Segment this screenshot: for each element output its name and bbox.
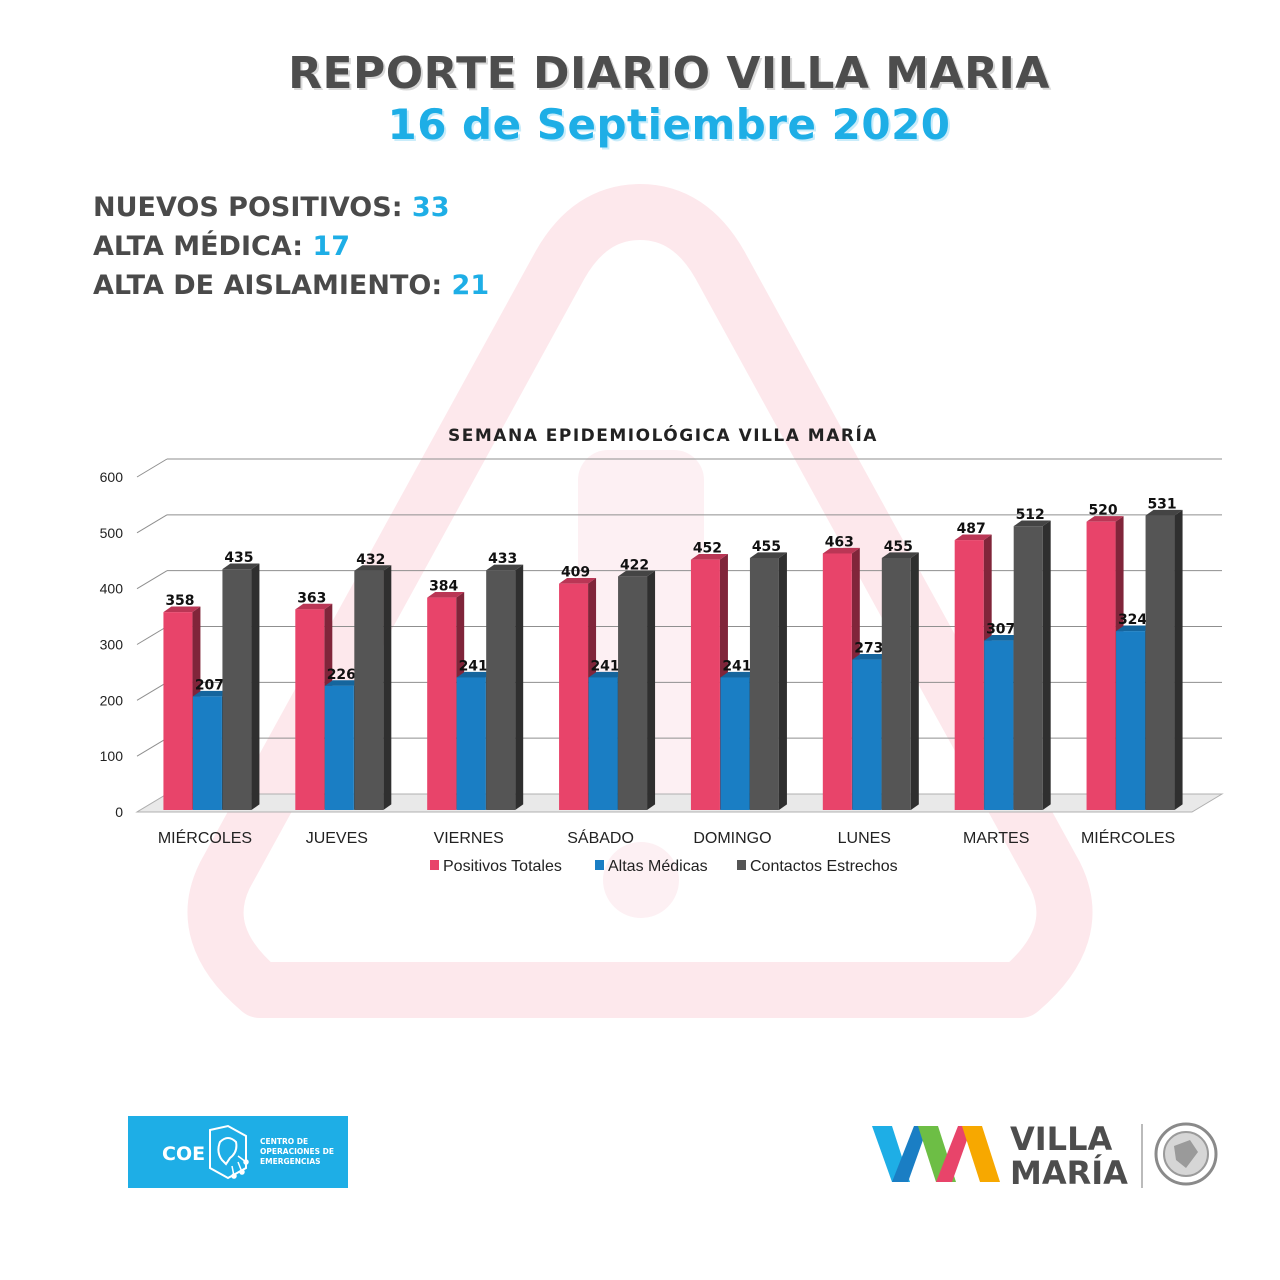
- data-label: 324: [1118, 612, 1147, 628]
- data-label: 463: [825, 534, 854, 550]
- y-tick-label: 300: [100, 637, 124, 653]
- city-logo-line: MARÍA: [1010, 1154, 1128, 1192]
- gridline-depth: [136, 458, 168, 478]
- y-tick-label: 100: [100, 748, 124, 764]
- legend-label: Altas Médicas: [608, 858, 708, 875]
- bar: [1145, 509, 1183, 810]
- x-tick-label: VIERNES: [434, 830, 504, 847]
- legend-label: Positivos Totales: [443, 858, 562, 875]
- x-tick-label: DOMINGO: [693, 830, 771, 847]
- data-label: 207: [195, 677, 224, 693]
- data-label: 409: [561, 565, 590, 581]
- stat-value: 21: [451, 270, 490, 301]
- bar: [354, 565, 392, 810]
- y-tick-label: 600: [100, 469, 124, 485]
- x-tick-label: LUNES: [838, 830, 891, 847]
- gridline-depth: [136, 626, 168, 645]
- data-label: 384: [429, 579, 458, 595]
- data-label: 432: [356, 552, 385, 568]
- legend-swatch: [595, 860, 604, 870]
- data-label: 520: [1088, 503, 1117, 519]
- data-label: 455: [752, 539, 781, 555]
- x-tick-label: MIÉRCOLES: [1081, 828, 1175, 847]
- x-tick-label: JUEVES: [306, 830, 368, 847]
- data-label: 273: [854, 641, 883, 657]
- data-label: 241: [590, 658, 619, 674]
- stat-label: ALTA DE AISLAMIENTO:: [93, 270, 443, 301]
- data-label: 487: [957, 521, 986, 537]
- report-date: 16 de Septiembre 2020: [387, 100, 951, 149]
- bar: [618, 570, 656, 810]
- villa-maria-logo: VILLA MARÍA: [872, 1120, 1218, 1192]
- stat-label: NUEVOS POSITIVOS:: [93, 192, 403, 223]
- gridline-depth: [136, 681, 168, 701]
- y-tick-label: 0: [115, 804, 123, 820]
- coe-logo: COE CENTRO DE OPERACIONES DE EMERGENCIAS: [128, 1116, 348, 1188]
- data-label: 241: [722, 658, 751, 674]
- svg-text:VILLA MARÍA: VILLA MARÍA: [1010, 1120, 1128, 1192]
- data-label: 422: [620, 557, 649, 573]
- stat-isolation-discharge: ALTA DE AISLAMIENTO: 21: [93, 266, 489, 305]
- bar: [1013, 520, 1051, 810]
- data-label: 226: [327, 667, 356, 683]
- x-tick-label: SÁBADO: [567, 828, 634, 847]
- bar: [749, 552, 787, 810]
- gridline-depth: [136, 570, 168, 590]
- coe-subtitle-line: EMERGENCIAS: [260, 1157, 321, 1166]
- x-tick-label: MIÉRCOLES: [158, 828, 252, 847]
- stat-label: ALTA MÉDICA:: [93, 231, 304, 262]
- legend-swatch: [430, 860, 439, 870]
- y-tick-label: 400: [100, 581, 124, 597]
- chart-title: SEMANA EPIDEMIOLÓGICA VILLA MARÍA: [448, 424, 878, 446]
- data-label: 307: [986, 622, 1015, 638]
- bar: [427, 592, 465, 810]
- report-title: REPORTE DIARIO VILLA MARIA: [288, 48, 1050, 99]
- data-label: 531: [1147, 497, 1176, 513]
- data-label: 241: [459, 658, 488, 674]
- gridline-depth: [136, 514, 168, 534]
- data-label: 358: [165, 593, 194, 609]
- stats-summary: NUEVOS POSITIVOS: 33 ALTA MÉDICA: 17 ALT…: [93, 188, 489, 305]
- stat-value: 33: [411, 192, 450, 223]
- data-label: 512: [1016, 507, 1045, 523]
- legend-swatch: [737, 860, 746, 870]
- y-tick-label: 200: [100, 692, 124, 708]
- coe-logo-text: COE: [162, 1143, 205, 1165]
- data-label: 363: [297, 590, 326, 606]
- gridline-depth: [136, 737, 168, 757]
- data-label: 455: [884, 539, 913, 555]
- bar: [881, 552, 919, 810]
- city-logo-line: VILLA: [1010, 1120, 1112, 1158]
- coe-subtitle-line: CENTRO DE: [260, 1137, 308, 1146]
- svg-text:CENTRO DE OPERACIONES DE: CENTRO DE OPERACIONES DE EMERGENCIAS: [260, 1137, 337, 1166]
- legend-label: Contactos Estrechos: [750, 858, 898, 875]
- stat-new-positives: NUEVOS POSITIVOS: 33: [93, 188, 489, 227]
- chart-floor: [135, 793, 1224, 813]
- coe-subtitle-line: OPERACIONES DE: [260, 1147, 334, 1156]
- stat-medical-discharge: ALTA MÉDICA: 17: [93, 227, 489, 266]
- bar: [486, 564, 524, 810]
- data-label: 433: [488, 551, 517, 567]
- bar: [222, 563, 260, 810]
- stat-value: 17: [312, 231, 351, 262]
- y-tick-label: 500: [100, 525, 124, 541]
- data-label: 435: [224, 550, 253, 566]
- data-label: 452: [693, 541, 722, 557]
- x-tick-label: MARTES: [963, 830, 1029, 847]
